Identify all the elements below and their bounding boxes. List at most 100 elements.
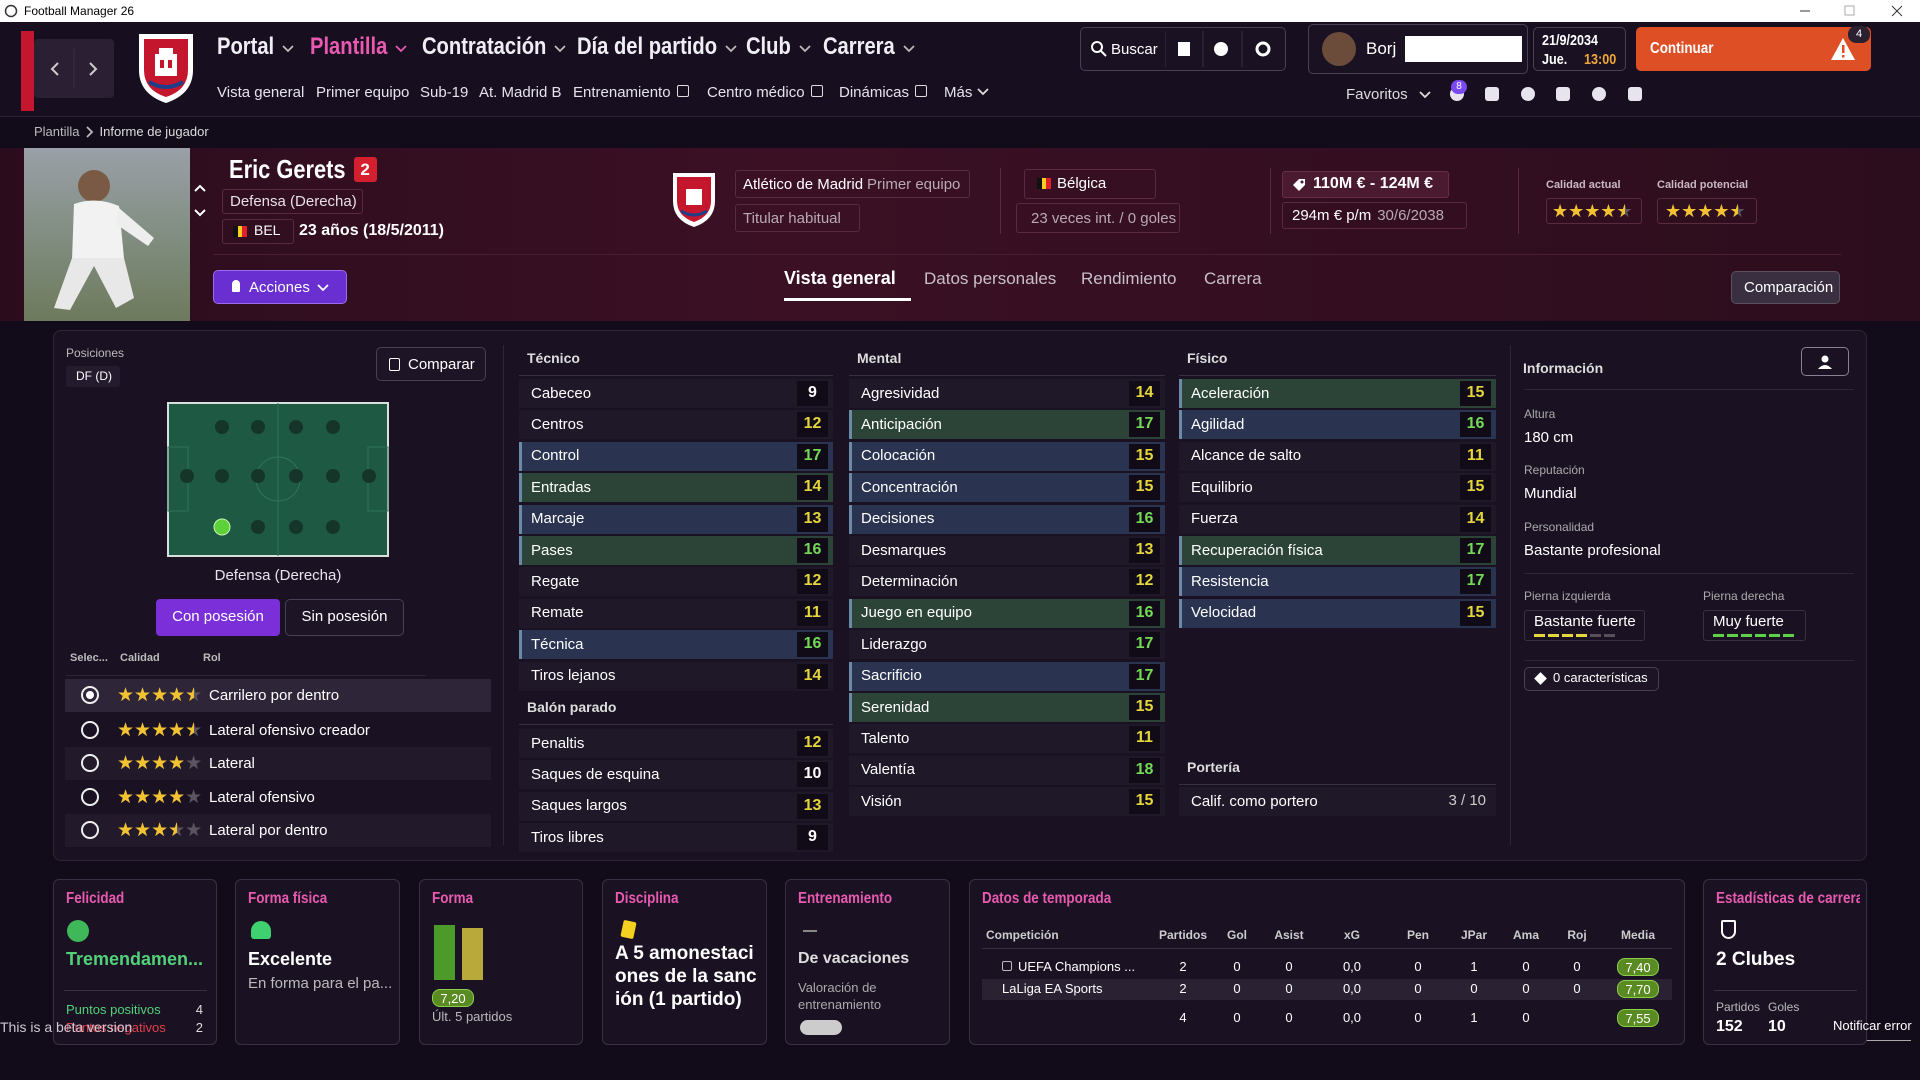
attribute-value: 14 bbox=[803, 666, 822, 684]
nav-menu[interactable]: Club bbox=[746, 33, 791, 61]
toggle-label[interactable]: Con posesión bbox=[172, 608, 264, 625]
report-link[interactable]: Notificar error bbox=[1833, 1017, 1912, 1033]
chevron bbox=[282, 45, 294, 53]
traits-button[interactable] bbox=[1524, 667, 1659, 691]
card[interactable] bbox=[1703, 879, 1867, 1045]
attribute-value-box bbox=[1129, 726, 1160, 752]
radio[interactable] bbox=[81, 686, 99, 704]
attribute-row bbox=[849, 567, 1165, 597]
attribute-name: Agilidad bbox=[1191, 415, 1245, 433]
nav-icon[interactable] bbox=[1485, 87, 1499, 101]
traits-label[interactable]: 0 características bbox=[1553, 669, 1648, 685]
nav-icon[interactable] bbox=[1521, 87, 1535, 101]
tab[interactable]: Vista general bbox=[784, 268, 896, 289]
divider bbox=[1270, 168, 1271, 234]
nav-submenu[interactable]: Sub-19 bbox=[420, 83, 469, 101]
attribute-value-box bbox=[797, 632, 828, 658]
card[interactable] bbox=[969, 879, 1685, 1045]
column-header: Selec... bbox=[70, 652, 108, 665]
attribute-row bbox=[849, 473, 1165, 503]
comparison-label[interactable]: Comparación bbox=[1744, 278, 1834, 296]
nav-icon[interactable] bbox=[1556, 87, 1570, 101]
role-row[interactable] bbox=[65, 747, 491, 780]
table-cell: 0 bbox=[1522, 981, 1530, 996]
card[interactable] bbox=[419, 879, 583, 1045]
role-row[interactable] bbox=[65, 679, 491, 712]
nav-submenu[interactable]: At. Madrid B bbox=[479, 83, 562, 101]
nav-icon[interactable] bbox=[1592, 87, 1606, 101]
radio[interactable] bbox=[81, 788, 99, 806]
nav-menu[interactable]: Día del partido bbox=[577, 33, 718, 61]
info-label: Pierna izquierda bbox=[1524, 588, 1611, 603]
card[interactable] bbox=[602, 879, 767, 1045]
player-switcher[interactable] bbox=[192, 182, 208, 222]
accent-strip bbox=[21, 31, 34, 111]
tab[interactable]: Carrera bbox=[1204, 269, 1262, 289]
tab[interactable]: Rendimiento bbox=[1081, 269, 1177, 289]
tab[interactable]: Datos personales bbox=[924, 269, 1057, 289]
attribute-value: 15 bbox=[1135, 698, 1154, 715]
attribute-value: 16 bbox=[1466, 415, 1485, 433]
nav-submenu[interactable]: Vista general bbox=[217, 83, 305, 101]
radio[interactable] bbox=[81, 721, 99, 739]
favorites[interactable]: Favoritos bbox=[1346, 85, 1408, 103]
attribute-row bbox=[519, 441, 833, 471]
compare-button[interactable] bbox=[376, 347, 486, 381]
quick-icons[interactable] bbox=[1165, 27, 1285, 71]
card[interactable] bbox=[785, 879, 950, 1045]
table-header: Media bbox=[1620, 928, 1655, 942]
table-cell: 0,0 bbox=[1342, 959, 1362, 974]
nav-submenu[interactable]: Entrenamiento bbox=[573, 83, 671, 101]
club-crest[interactable] bbox=[135, 30, 197, 106]
role-row[interactable] bbox=[65, 781, 491, 814]
divider bbox=[503, 345, 504, 845]
nav-menu[interactable]: Plantilla bbox=[310, 33, 388, 61]
comparison-button[interactable] bbox=[1731, 271, 1840, 304]
breadcrumb[interactable]: Plantilla bbox=[34, 123, 80, 139]
card[interactable] bbox=[53, 879, 217, 1045]
search-label[interactable]: Buscar bbox=[1111, 40, 1158, 58]
attribute-name: Penaltis bbox=[531, 734, 585, 752]
compare-label[interactable]: Comparar bbox=[408, 355, 475, 373]
continue-label[interactable]: Continuar bbox=[1650, 39, 1714, 57]
table-row bbox=[982, 979, 1672, 1000]
radio[interactable] bbox=[81, 821, 99, 839]
attribute-name: Remate bbox=[531, 604, 584, 622]
table-cell: 0 bbox=[1414, 1010, 1422, 1025]
attribute-value: 3 / 10 bbox=[1448, 792, 1486, 809]
info-settings-button[interactable] bbox=[1801, 347, 1849, 376]
info-value: Mundial bbox=[1524, 484, 1577, 502]
toggle-inactive[interactable] bbox=[285, 599, 404, 636]
attribute-value-box bbox=[797, 443, 828, 469]
continue-button[interactable] bbox=[1636, 27, 1871, 71]
radio[interactable] bbox=[81, 754, 99, 772]
toggle-active[interactable] bbox=[156, 599, 280, 636]
squad: Primer equipo bbox=[867, 175, 961, 193]
attribute-row bbox=[1179, 379, 1496, 408]
foot-bar bbox=[1713, 634, 1724, 637]
attribute-value-box bbox=[1129, 443, 1160, 469]
nav-menu[interactable]: Contratación bbox=[422, 33, 547, 61]
attribute-value: 9 bbox=[808, 828, 817, 846]
actions-label[interactable]: Acciones bbox=[249, 278, 310, 296]
nav-menu[interactable]: Portal bbox=[217, 33, 275, 61]
date-box[interactable] bbox=[1533, 27, 1626, 71]
history-buttons[interactable] bbox=[34, 39, 114, 98]
nav-submenu[interactable]: Más bbox=[944, 83, 973, 101]
toggle-label[interactable]: Sin posesión bbox=[301, 608, 388, 625]
attribute-value-box bbox=[1129, 600, 1160, 626]
nav-menu[interactable]: Carrera bbox=[823, 33, 895, 61]
window-controls[interactable] bbox=[1780, 0, 1920, 22]
nav-submenu[interactable]: Centro médico bbox=[707, 83, 805, 101]
card[interactable] bbox=[235, 879, 400, 1045]
role-row[interactable] bbox=[65, 814, 491, 847]
attribute-value: 17 bbox=[1466, 572, 1485, 590]
nav-icon[interactable] bbox=[1628, 87, 1642, 101]
position-code: DF (D) bbox=[76, 368, 112, 383]
nav-submenu[interactable]: Primer equipo bbox=[316, 83, 410, 101]
role-row[interactable] bbox=[65, 714, 491, 747]
table-cell: 0 bbox=[1522, 1010, 1530, 1025]
nav-submenu[interactable]: Dinámicas bbox=[839, 83, 910, 101]
table-cell: 0 bbox=[1233, 959, 1241, 974]
caps-box bbox=[1016, 203, 1180, 233]
